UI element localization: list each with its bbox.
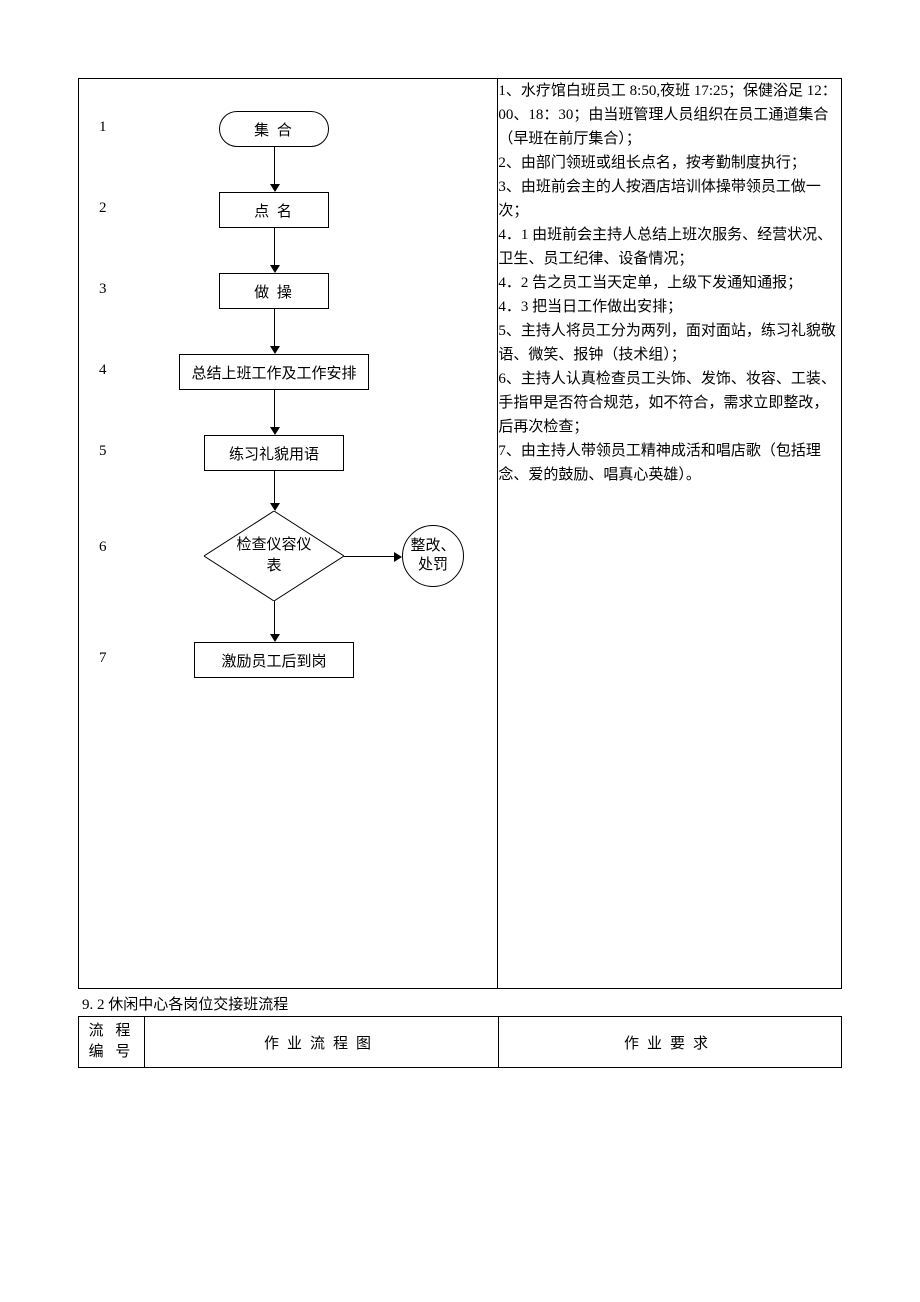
header-col-2: 作业流程图 xyxy=(145,1017,499,1068)
section-title: 9. 2 休闲中心各岗位交接班流程 xyxy=(78,993,842,1014)
flow-node-6-diamond: 检查仪容仪表 xyxy=(204,511,344,601)
step-num-4: 4 xyxy=(99,362,107,379)
arrow-6-circle xyxy=(344,556,394,557)
flowchart-cell: 1 2 3 4 5 6 7 集 合 点 名 做 操 总结上班工作及工作安排 xyxy=(79,79,498,989)
flow-node-7: 激励员工后到岗 xyxy=(194,642,354,678)
step-num-2: 2 xyxy=(99,200,107,217)
flow-node-circle: 整改、处罚 xyxy=(402,525,464,587)
step-num-6: 6 xyxy=(99,539,107,556)
step-num-5: 5 xyxy=(99,443,107,460)
step-num-1: 1 xyxy=(99,119,107,136)
arrow-head-4 xyxy=(270,427,280,435)
desc-line-9: 7、由主持人带领员工精神成活和唱店歌（包括理念、爱的鼓励、唱真心英雄）。 xyxy=(498,439,841,487)
arrow-6-7 xyxy=(274,601,275,634)
arrow-head-5 xyxy=(270,503,280,511)
arrow-head-1 xyxy=(270,184,280,192)
flow-node-2: 点 名 xyxy=(219,192,329,228)
arrow-3-4 xyxy=(274,309,275,346)
arrow-5-6 xyxy=(274,471,275,503)
header-col-3: 作业要求 xyxy=(499,1017,842,1068)
flow-node-1: 集 合 xyxy=(219,111,329,147)
main-flowchart-table: 1 2 3 4 5 6 7 集 合 点 名 做 操 总结上班工作及工作安排 xyxy=(78,78,842,989)
step-num-7: 7 xyxy=(99,650,107,667)
desc-line-4: 4．1 由班前会主持人总结上班次服务、经营状况、卫生、员工纪律、设备情况； xyxy=(498,223,841,271)
desc-line-2: 2、由部门领班或组长点名，按考勤制度执行； xyxy=(498,151,841,175)
desc-line-3: 3、由班前会主的人按酒店培训体操带领员工做一次； xyxy=(498,175,841,223)
desc-line-7: 5、主持人将员工分为两列，面对面站，练习礼貌敬语、微笑、报钟（技术组）； xyxy=(498,319,841,367)
description-cell: 1、水疗馆白班员工 8:50,夜班 17:25；保健浴足 12：00、18：30… xyxy=(498,79,842,989)
arrow-2-3 xyxy=(274,228,275,265)
flow-node-5: 练习礼貌用语 xyxy=(204,435,344,471)
flow-node-4: 总结上班工作及工作安排 xyxy=(179,354,369,390)
header-col-1: 流 程编 号 xyxy=(79,1017,145,1068)
diamond-label: 检查仪容仪表 xyxy=(204,511,344,601)
arrow-head-2 xyxy=(270,265,280,273)
desc-line-5: 4．2 告之员工当天定单，上级下发通知通报； xyxy=(498,271,841,295)
desc-line-8: 6、主持人认真检查员工头饰、发饰、妆容、工装、手指甲是否符合规范，如不符合，需求… xyxy=(498,367,841,439)
desc-line-1: 1、水疗馆白班员工 8:50,夜班 17:25；保健浴足 12：00、18：30… xyxy=(498,79,841,151)
arrow-head-6 xyxy=(270,634,280,642)
arrow-4-5 xyxy=(274,390,275,427)
arrow-head-right-1 xyxy=(394,552,402,562)
desc-line-6: 4．3 把当日工作做出安排； xyxy=(498,295,841,319)
step-num-3: 3 xyxy=(99,281,107,298)
arrow-head-3 xyxy=(270,346,280,354)
arrow-1-2 xyxy=(274,147,275,184)
flow-node-3: 做 操 xyxy=(219,273,329,309)
header-table: 流 程编 号 作业流程图 作业要求 xyxy=(78,1016,842,1068)
